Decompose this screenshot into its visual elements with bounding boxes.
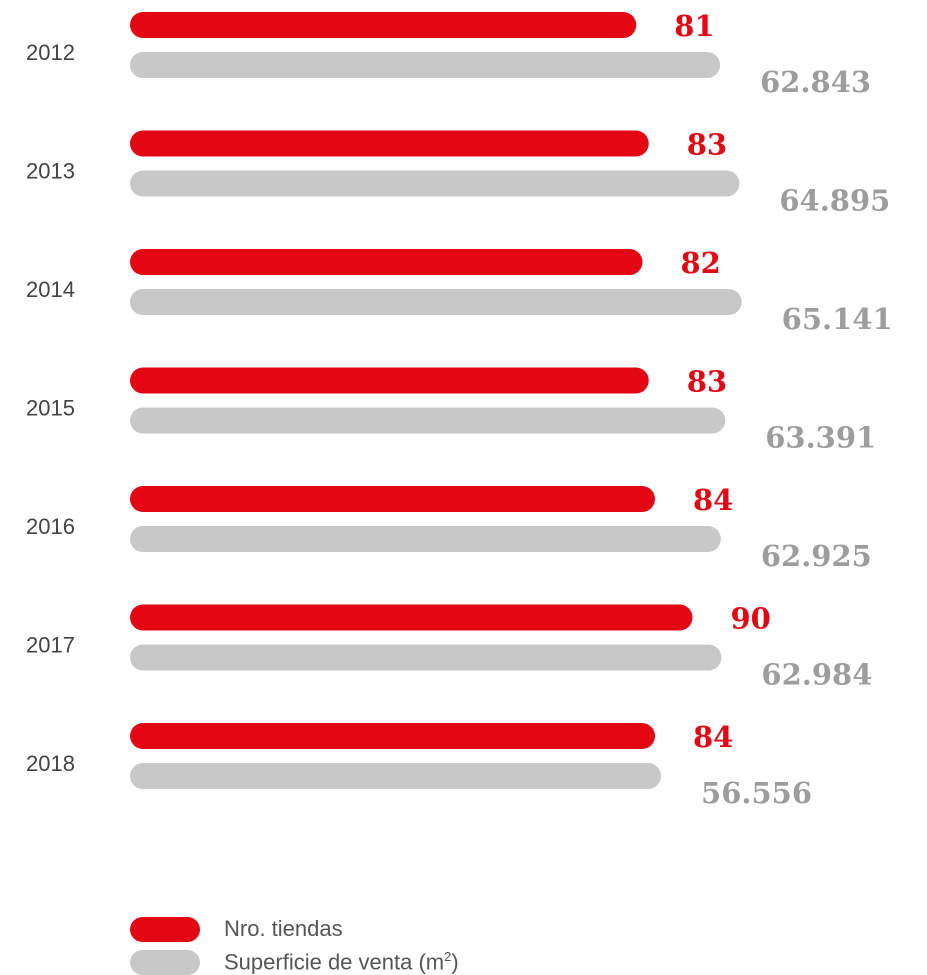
value-label-tiendas: 81 bbox=[674, 9, 714, 43]
year-label: 2012 bbox=[26, 40, 75, 65]
value-label-superficie: 62.843 bbox=[760, 65, 871, 99]
bar-superficie bbox=[130, 644, 722, 671]
year-label: 2015 bbox=[26, 396, 75, 421]
legend-item-tiendas: Nro. tiendas bbox=[130, 916, 343, 942]
value-label-superficie: 56.556 bbox=[701, 776, 812, 810]
value-label-superficie: 64.895 bbox=[779, 184, 890, 218]
bar-tiendas bbox=[130, 130, 649, 157]
bar-tiendas bbox=[130, 723, 655, 749]
value-label-superficie: 63.391 bbox=[765, 421, 876, 455]
bar-tiendas bbox=[130, 249, 643, 275]
value-label-tiendas: 83 bbox=[687, 365, 727, 399]
year-label: 2013 bbox=[26, 159, 75, 184]
value-label-tiendas: 90 bbox=[731, 602, 771, 636]
legend-swatch-superficie bbox=[130, 949, 200, 975]
value-label-superficie: 65.141 bbox=[782, 302, 893, 336]
year-label: 2017 bbox=[26, 633, 75, 658]
bar-superficie bbox=[130, 52, 721, 78]
year-label: 2014 bbox=[26, 277, 75, 302]
value-label-superficie: 62.925 bbox=[761, 539, 872, 573]
value-label-tiendas: 82 bbox=[681, 246, 721, 280]
bar-superficie bbox=[130, 763, 662, 789]
bar-superficie bbox=[130, 407, 726, 434]
bar-superficie bbox=[130, 526, 721, 552]
value-label-tiendas: 84 bbox=[693, 720, 733, 754]
year-label: 2018 bbox=[26, 751, 75, 776]
legend-label-superficie: Superficie de venta (m2) bbox=[224, 949, 459, 975]
bar-tiendas bbox=[130, 367, 649, 394]
bar-tiendas bbox=[130, 604, 693, 631]
bar-superficie bbox=[130, 170, 740, 197]
bar-superficie bbox=[130, 289, 742, 315]
bar-tiendas bbox=[130, 12, 637, 38]
legend-item-superficie: Superficie de venta (m2) bbox=[130, 949, 459, 975]
value-label-superficie: 62.984 bbox=[761, 658, 872, 692]
legend-label-tiendas: Nro. tiendas bbox=[224, 916, 343, 941]
year-label: 2016 bbox=[26, 514, 75, 539]
bar-tiendas bbox=[130, 486, 655, 512]
legend-swatch-tiendas bbox=[130, 916, 200, 942]
value-label-tiendas: 84 bbox=[693, 483, 733, 517]
value-label-tiendas: 83 bbox=[687, 128, 727, 162]
